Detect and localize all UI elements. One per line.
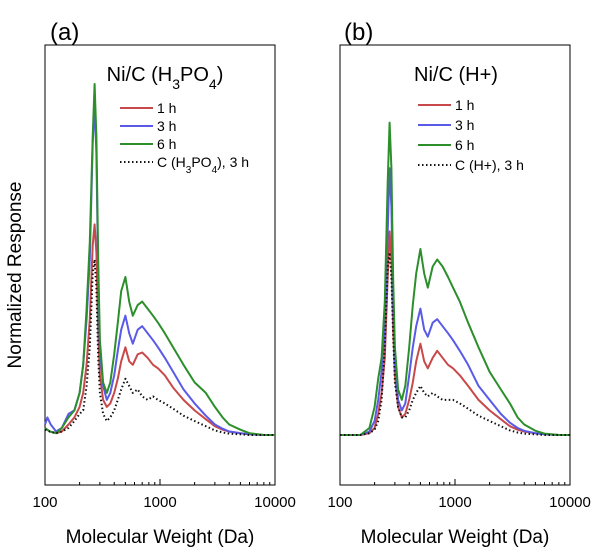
x-tick-label: 100	[32, 494, 57, 511]
series-line	[340, 251, 570, 436]
legend-label: 3 h	[455, 117, 474, 133]
series-line	[340, 121, 570, 436]
series-line	[340, 167, 570, 436]
series-line	[44, 83, 275, 436]
series-line	[340, 230, 570, 436]
x-tick-label: 1000	[143, 494, 176, 511]
legend-label: 6 h	[455, 137, 474, 153]
legend-label: 6 h	[157, 136, 176, 152]
panel-label: (a)	[50, 19, 79, 46]
panel-label: (b)	[344, 19, 373, 46]
x-tick-label: 10000	[254, 494, 296, 511]
x-tick-label: 10000	[549, 494, 591, 511]
panel-a: 100 1000 10000 Molecular Weight (Da) (a) Ni/C…	[32, 19, 295, 548]
x-axis-label: Molecular Weight (Da)	[361, 527, 550, 548]
legend-label: C (H+), 3 h	[455, 157, 524, 173]
legend-label: 1 h	[157, 100, 176, 116]
x-tick-label: 1000	[438, 494, 471, 511]
chart-title: Ni/C (H+)	[414, 64, 498, 86]
legend-label: 3 h	[157, 118, 176, 134]
x-tick-label: 100	[327, 494, 352, 511]
legend-label: 1 h	[455, 97, 474, 113]
y-axis-label: Normalized Response	[5, 182, 26, 369]
x-axis-label: Molecular Weight (Da)	[66, 527, 255, 548]
chart-title: Ni/C (H3PO4)	[107, 64, 224, 92]
series-line	[44, 258, 275, 436]
panel-b: 100 1000 10000 Molecular Weight (Da) (b) Ni/C…	[327, 19, 590, 548]
series-line	[44, 223, 275, 436]
legend-label: C (H3PO4), 3 h	[157, 154, 249, 176]
